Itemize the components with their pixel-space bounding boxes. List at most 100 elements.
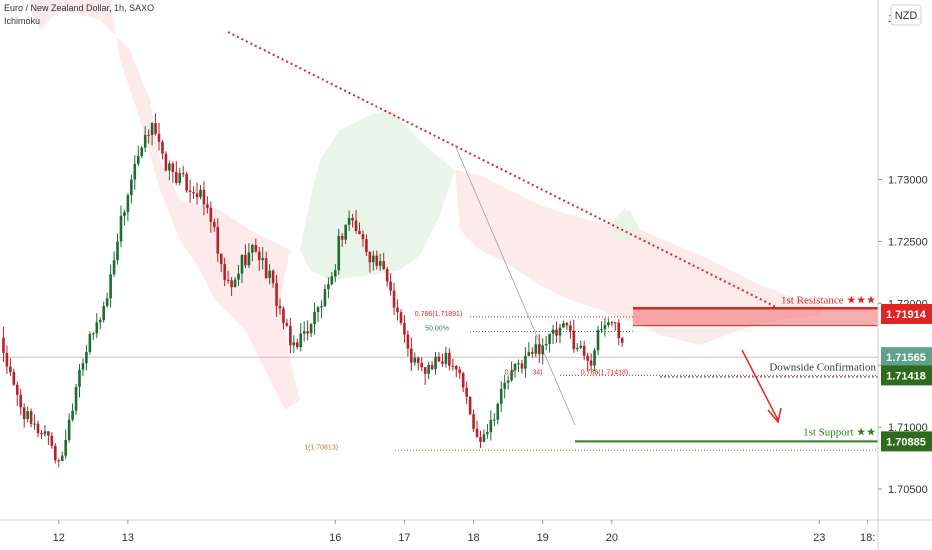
support-price-tag-bg	[881, 431, 932, 452]
candle-body	[209, 207, 213, 222]
candle-body	[365, 239, 368, 252]
candle-body	[589, 360, 593, 366]
candle-body	[555, 329, 558, 336]
candle-body	[344, 224, 347, 240]
candle-body	[112, 260, 116, 275]
candle-body	[333, 270, 337, 277]
candle-body	[479, 436, 482, 442]
candle-body	[185, 173, 188, 191]
candle-body	[337, 235, 341, 271]
candle-body	[316, 307, 320, 312]
current-price-tag: 1.71565	[886, 352, 926, 364]
candle-body	[81, 363, 85, 370]
candle-body	[102, 306, 106, 320]
candle-body	[416, 357, 420, 363]
candle-body	[174, 172, 178, 184]
x-tick-label: 13	[122, 532, 134, 544]
fib-label: 0.2	[505, 369, 515, 376]
y-tick-label: 1.72500	[888, 236, 928, 248]
candle-body	[413, 357, 417, 363]
candle-body	[392, 290, 396, 308]
candle-body	[50, 435, 54, 446]
candle-body	[565, 323, 569, 326]
candle-body	[351, 218, 354, 221]
candle-body	[358, 231, 361, 235]
fib-label: 0.786(1.71418)	[581, 369, 628, 376]
candle-body	[64, 440, 67, 456]
candle-body	[313, 311, 316, 325]
candle-body	[458, 369, 462, 374]
candle-body	[544, 343, 548, 346]
candle-body	[603, 325, 607, 330]
candle-body	[126, 195, 130, 213]
resistance-zone	[633, 308, 878, 326]
candle-body	[582, 345, 586, 356]
y-tick-label: 1.71000	[888, 422, 928, 434]
candle-body	[385, 268, 389, 282]
candle-body	[372, 255, 375, 263]
fib-label: 0.786(1.71891)	[415, 311, 462, 318]
candle-body	[223, 264, 226, 280]
ichimoku-cloud	[28, 0, 825, 410]
candle-body	[496, 403, 500, 420]
candle-body	[579, 345, 583, 348]
candle-body	[116, 241, 119, 261]
resistance-price-tag: 1.71914	[886, 309, 927, 321]
candle-body	[295, 342, 299, 348]
candle-body	[22, 407, 26, 420]
candle-body	[499, 388, 503, 404]
resistance-label: 1st Resistance ★★★	[781, 294, 876, 306]
candle-body	[375, 255, 379, 266]
candle-body	[486, 432, 489, 435]
candle-body	[468, 396, 472, 415]
candle-body	[330, 276, 334, 285]
candle-body	[593, 350, 596, 366]
candle-body	[430, 365, 434, 370]
confirmation-price-tag-bg	[881, 365, 932, 386]
candle-body	[396, 307, 399, 313]
candle-body	[136, 156, 140, 164]
candle-body	[448, 352, 451, 366]
candle-body	[2, 338, 5, 354]
candle-body	[54, 445, 57, 461]
candle-body	[19, 394, 23, 408]
candle-body	[410, 348, 413, 363]
candle-body	[264, 258, 268, 278]
candle-body	[531, 352, 534, 354]
candle-body	[586, 355, 589, 361]
candle-body	[119, 215, 123, 242]
candle-body	[244, 255, 247, 266]
candle-body	[130, 179, 133, 196]
candle-body	[434, 356, 437, 370]
candle-body	[537, 344, 541, 355]
candle-body	[551, 329, 555, 334]
confirmation-price-tag: 1.71418	[886, 370, 926, 382]
candle-body	[275, 282, 278, 306]
fib-label: 34)	[532, 369, 542, 376]
candle-body	[178, 173, 182, 184]
support-label: 1st Support ★★	[803, 426, 876, 438]
candle-body	[271, 270, 275, 283]
x-tick-label: 18:	[860, 532, 875, 544]
candles	[2, 113, 624, 468]
candle-body	[47, 431, 50, 436]
current-price-tag-bg	[881, 347, 932, 368]
candle-body	[67, 419, 71, 441]
candle-body	[569, 325, 572, 331]
candle-body	[226, 279, 230, 281]
x-tick-label: 12	[53, 532, 65, 544]
candle-body	[71, 410, 74, 420]
candle-body	[240, 255, 244, 274]
fib-label: 1(1.70813)	[304, 444, 338, 451]
projection-arrow-line	[741, 349, 779, 421]
candle-body	[361, 234, 365, 240]
candle-body	[289, 325, 292, 346]
candle-body	[105, 298, 109, 307]
candle-body	[261, 258, 265, 261]
candle-body	[475, 428, 479, 437]
projection-arrow-head	[767, 407, 782, 424]
candle-body	[43, 431, 47, 435]
candle-body	[347, 218, 351, 225]
